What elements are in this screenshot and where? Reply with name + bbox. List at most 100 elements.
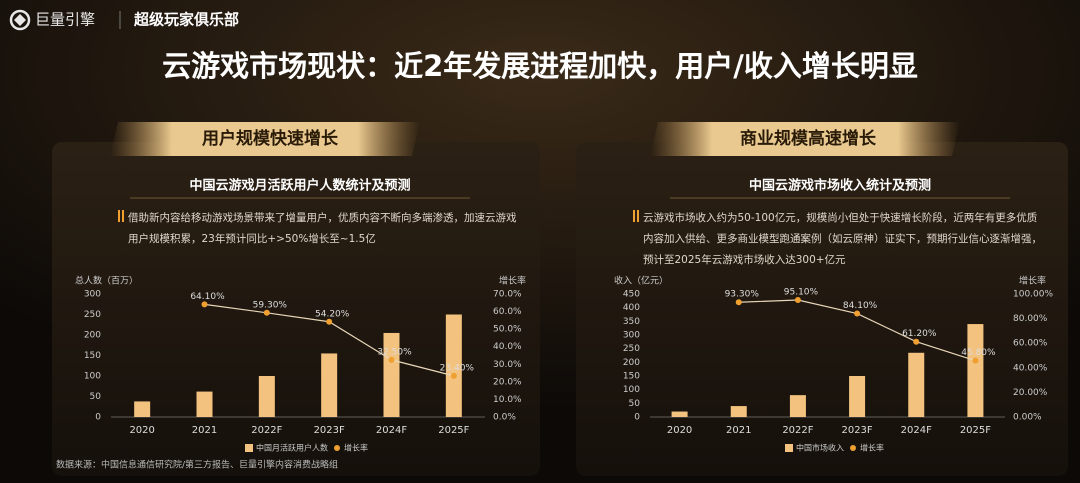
y2-tick-label: 10.0%: [493, 395, 522, 405]
y-tick-label: 50: [90, 392, 102, 402]
section-heading: 用户规模快速增长: [202, 128, 339, 149]
growth-point: [450, 372, 457, 379]
y2-tick-label: 0.00%: [1013, 413, 1042, 423]
bar: [321, 353, 338, 417]
x-tick-label: 2024F: [901, 425, 932, 436]
x-tick-label: 2022F: [782, 425, 813, 436]
club-name: 超级玩家俱乐部: [133, 11, 239, 29]
data-label: 54.20%: [315, 309, 350, 319]
bar: [196, 391, 213, 417]
x-tick-label: 2025F: [960, 425, 991, 436]
bar: [383, 332, 400, 417]
description-line: 云游戏市场收入约为50-100亿元，规模尚小但处于快速增长阶段，近两年有更多优质: [643, 211, 1037, 224]
x-tick-label: 2025F: [438, 425, 469, 436]
x-tick-label: 2021: [726, 425, 751, 436]
ribbon: [110, 122, 420, 156]
bar: [789, 395, 806, 417]
data-label: 59.30%: [253, 300, 288, 310]
y-tick-label: 300: [84, 290, 101, 300]
x-tick-label: 2023F: [841, 425, 872, 436]
bar: [445, 314, 462, 417]
y2-tick-label: 40.0%: [493, 342, 522, 352]
logo-text: 巨量引擎: [35, 11, 95, 29]
y2-axis-title: 增长率: [1019, 275, 1046, 287]
y2-tick-label: 60.00%: [1013, 339, 1048, 349]
y-tick-label: 200: [623, 358, 640, 368]
bar: [849, 376, 866, 417]
y-axis-title: 收入（亿元）: [614, 275, 668, 287]
growth-point: [972, 357, 979, 364]
ribbon: [650, 122, 960, 156]
y-axis-title: 总人数（百万）: [75, 275, 138, 287]
y-tick-label: 200: [84, 331, 101, 341]
y2-tick-label: 20.00%: [1013, 388, 1048, 398]
marker: [633, 210, 635, 222]
bar: [258, 376, 275, 417]
data-label: 23.40%: [440, 363, 475, 373]
legend-swatch: [334, 445, 340, 451]
data-label: 32.50%: [377, 347, 412, 357]
growth-point: [326, 318, 333, 325]
bar: [967, 324, 984, 417]
y-tick-label: 50: [629, 399, 641, 409]
logo-icon: [9, 9, 31, 31]
y-tick-label: 450: [623, 290, 640, 300]
legend-swatch: [245, 444, 253, 452]
data-label: 64.10%: [190, 292, 225, 302]
description-line: 借助新内容给移动游戏场景带来了增量用户，优质内容不断向多端渗透，加速云游戏: [128, 211, 517, 224]
chart-title: 中国云游戏市场收入统计及预测: [749, 178, 931, 194]
y-tick-label: 150: [84, 351, 101, 361]
bar: [671, 411, 688, 417]
data-label: 61.20%: [902, 329, 937, 339]
marker: [118, 210, 120, 222]
data-label: 84.10%: [843, 301, 878, 311]
legend-label: 中国市场收入: [796, 443, 844, 453]
legend-label: 中国月活跃用户人数: [256, 443, 328, 453]
y-tick-label: 250: [623, 344, 640, 354]
data-label: 95.10%: [784, 288, 819, 298]
growth-point: [854, 310, 861, 317]
growth-point: [201, 301, 208, 308]
source-note: 数据来源：中国信息通信研究院/第三方报告、巨量引擎内容消费战略组: [56, 459, 338, 471]
y-tick-label: 250: [84, 310, 101, 320]
x-tick-label: 2024F: [376, 425, 407, 436]
data-label: 93.30%: [725, 290, 760, 300]
y2-tick-label: 20.0%: [493, 377, 522, 387]
y-tick-label: 100: [623, 385, 640, 395]
description-line: 用户规模积累，23年预计同比+>50%增长至~1.5亿: [128, 232, 376, 245]
legend-label: 增长率: [860, 443, 884, 453]
panel: [52, 142, 540, 476]
x-tick-label: 2020: [667, 425, 692, 436]
bar: [134, 401, 151, 417]
y2-tick-label: 40.00%: [1013, 363, 1048, 373]
y-tick-label: 0: [95, 413, 101, 423]
y2-tick-label: 0.0%: [493, 413, 516, 423]
growth-point: [913, 338, 920, 345]
y-tick-label: 0: [634, 413, 640, 423]
x-tick-label: 2020: [129, 425, 154, 436]
growth-point: [735, 299, 742, 306]
bar: [908, 352, 925, 417]
y2-tick-label: 30.0%: [493, 360, 522, 370]
marker: [637, 210, 639, 222]
legend-swatch: [850, 445, 856, 451]
y2-tick-label: 70.0%: [493, 290, 522, 300]
data-label: 45.80%: [961, 348, 996, 358]
slide-title: 云游戏市场现状：近2年发展进程加快，用户/收入增长明显: [162, 49, 918, 83]
y2-tick-label: 60.0%: [493, 307, 522, 317]
y-tick-label: 350: [623, 317, 640, 327]
growth-point: [388, 356, 395, 363]
x-tick-label: 2022F: [251, 425, 282, 436]
y-tick-label: 100: [84, 372, 101, 382]
growth-point: [794, 297, 801, 304]
legend-swatch: [785, 444, 793, 452]
description-line: 内容加入供给、更多商业模型跑通案例（如云原神）证实下，预期行业信心逐渐增强，: [643, 232, 1042, 245]
y-tick-label: 150: [623, 372, 640, 382]
x-tick-label: 2021: [192, 425, 217, 436]
legend-label: 增长率: [344, 443, 368, 453]
y2-tick-label: 100.00%: [1013, 290, 1053, 300]
section-heading: 商业规模高速增长: [740, 128, 877, 149]
chart-title: 中国云游戏月活跃用户人数统计及预测: [189, 178, 410, 194]
